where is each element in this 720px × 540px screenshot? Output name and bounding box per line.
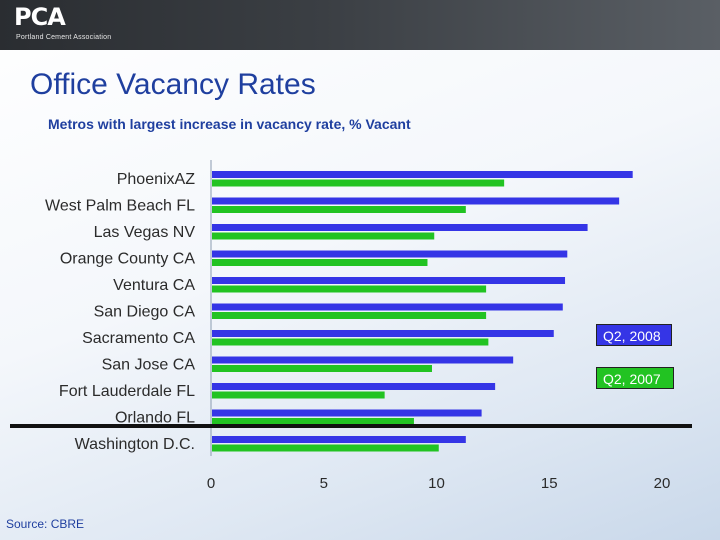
bar-q2007: [212, 206, 466, 213]
x-tick-label: 15: [541, 475, 558, 492]
header-bar: PCA Portland Cement Association: [0, 0, 720, 50]
divider-line: [10, 424, 692, 428]
bar-q2007: [212, 391, 385, 399]
category-label: Fort Lauderdale FL: [59, 383, 195, 400]
category-label: San Diego CA: [94, 304, 196, 321]
category-label: West Palm Beach FL: [45, 198, 195, 215]
bar-q2008: [212, 356, 514, 364]
category-label: Orange County CA: [60, 251, 196, 268]
x-tick-label: 0: [207, 475, 215, 492]
category-label: Washington D.C.: [75, 436, 195, 453]
page-title: Office Vacancy Rates: [30, 68, 316, 101]
bar-q2008: [212, 383, 496, 390]
bar-q2007: [212, 418, 414, 425]
bar-q2007: [212, 312, 487, 319]
bar-q2008: [212, 330, 554, 337]
bar-q2007: [212, 179, 505, 187]
category-label: Orlando FL: [115, 410, 195, 427]
bar-q2008: [212, 197, 620, 205]
bar-q2008: [212, 224, 588, 231]
bar-q2008: [212, 277, 566, 284]
x-tick-label: 5: [320, 475, 328, 492]
category-label: PhoenixAZ: [117, 171, 195, 188]
category-label: Ventura CA: [113, 277, 195, 294]
bar-q2007: [212, 259, 428, 266]
bar-q2008: [212, 303, 563, 311]
bar-q2007: [212, 444, 439, 452]
legend-q2007: Q2, 2007: [596, 367, 674, 389]
source-note: Source: CBRE: [6, 517, 85, 531]
category-label: Sacramento CA: [82, 330, 195, 347]
bar-q2007: [212, 338, 489, 346]
x-tick-label: 20: [654, 475, 671, 492]
bar-q2007: [212, 285, 487, 293]
logo-subtitle: Portland Cement Association: [16, 34, 112, 41]
pca-logo: PCA: [14, 3, 66, 31]
bar-q2008: [212, 409, 482, 417]
bar-q2007: [212, 232, 435, 240]
bar-q2008: [212, 436, 466, 443]
x-tick-label: 10: [428, 475, 445, 492]
chart-subtitle: Metros with largest increase in vacancy …: [48, 116, 411, 132]
category-label: San Jose CA: [102, 357, 196, 374]
bar-q2008: [212, 250, 568, 258]
category-label: Las Vegas NV: [94, 224, 196, 241]
legend-q2008: Q2, 2008: [596, 324, 672, 346]
bar-q2008: [212, 171, 633, 178]
bar-q2007: [212, 365, 432, 372]
